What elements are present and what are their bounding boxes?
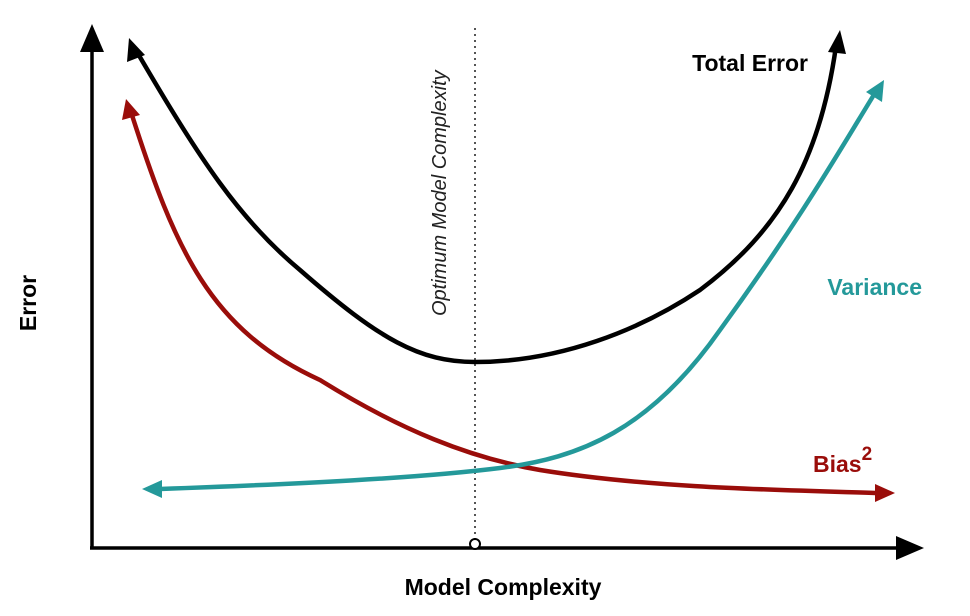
y-axis xyxy=(80,24,104,548)
bias-label: Bias2 xyxy=(813,444,872,477)
optimum-complexity-marker xyxy=(469,538,481,550)
bias-curve xyxy=(122,99,895,502)
x-axis-arrowhead xyxy=(896,536,924,560)
total-error-label: Total Error xyxy=(692,50,808,76)
variance-curve xyxy=(142,80,884,498)
variance-left-arrowhead xyxy=(142,480,162,498)
y-axis-label: Error xyxy=(15,275,41,331)
variance-label: Variance xyxy=(827,274,922,300)
x-axis-label: Model Complexity xyxy=(405,574,602,600)
bias-left-arrowhead xyxy=(122,99,140,120)
bias-right-arrowhead xyxy=(875,484,895,502)
variance-right-arrowhead xyxy=(866,80,884,102)
bias-label-superscript: 2 xyxy=(862,444,873,465)
total-error-right-arrowhead xyxy=(828,30,846,54)
y-axis-arrowhead xyxy=(80,24,104,52)
bias-label-text: Bias xyxy=(813,451,862,477)
total-error-curve xyxy=(127,30,846,365)
optimum-complexity-label: Optimum Model Complexity xyxy=(429,69,451,316)
total-error-left-arrowhead xyxy=(127,38,145,62)
x-axis xyxy=(90,536,924,560)
